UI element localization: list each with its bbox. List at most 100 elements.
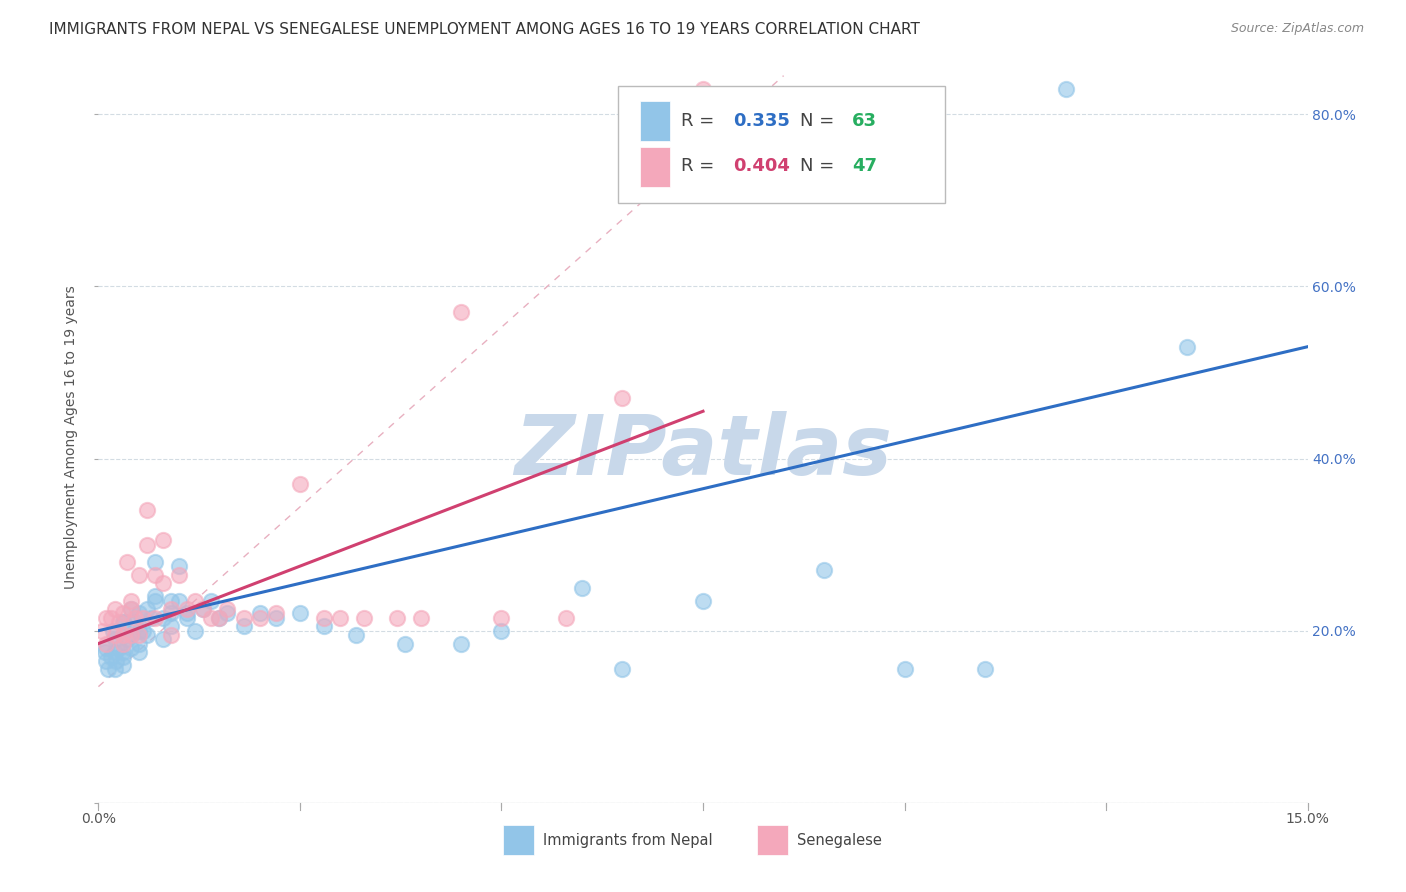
Point	[314, 611, 336, 625]
Point	[120, 593, 142, 607]
Point	[120, 602, 142, 616]
Point	[450, 637, 472, 651]
Point	[135, 538, 157, 552]
FancyBboxPatch shape	[640, 101, 671, 141]
Point	[111, 615, 134, 629]
Point	[120, 640, 142, 655]
Point	[167, 567, 190, 582]
Point	[288, 477, 311, 491]
Point	[128, 567, 150, 582]
Point	[94, 645, 117, 659]
Point	[208, 611, 231, 625]
Point	[152, 576, 174, 591]
Y-axis label: Unemployment Among Ages 16 to 19 years: Unemployment Among Ages 16 to 19 years	[65, 285, 79, 589]
Point	[103, 628, 125, 642]
Point	[111, 607, 134, 621]
Point	[100, 649, 122, 664]
Point	[184, 593, 207, 607]
Point	[107, 640, 129, 655]
Point	[491, 624, 513, 638]
Point	[232, 611, 254, 625]
Point	[491, 611, 513, 625]
Point	[139, 611, 162, 625]
Point	[394, 637, 416, 651]
Point	[96, 654, 118, 668]
Point	[112, 615, 135, 629]
Point	[135, 602, 157, 616]
FancyBboxPatch shape	[619, 86, 945, 203]
Text: N =: N =	[800, 112, 839, 130]
Point	[103, 662, 125, 676]
Point	[200, 611, 222, 625]
FancyBboxPatch shape	[503, 825, 534, 855]
Point	[1054, 81, 1077, 95]
Text: Source: ZipAtlas.com: Source: ZipAtlas.com	[1230, 22, 1364, 36]
Point	[160, 607, 183, 621]
Point	[193, 602, 215, 616]
Point	[264, 611, 287, 625]
Text: 63: 63	[852, 112, 877, 130]
Point	[450, 305, 472, 319]
Point	[120, 628, 142, 642]
Point	[1175, 340, 1198, 354]
Point	[105, 654, 128, 668]
Point	[143, 593, 166, 607]
Point	[249, 611, 271, 625]
Point	[160, 619, 183, 633]
Point	[160, 602, 183, 616]
Point	[692, 81, 714, 95]
Point	[176, 607, 198, 621]
Point	[329, 611, 352, 625]
Text: R =: R =	[682, 158, 720, 176]
Point	[217, 607, 239, 621]
Point	[314, 619, 336, 633]
Point	[288, 607, 311, 621]
Point	[115, 632, 138, 647]
Point	[974, 662, 997, 676]
Point	[167, 593, 190, 607]
Point	[184, 624, 207, 638]
Point	[200, 593, 222, 607]
Point	[143, 589, 166, 603]
Point	[264, 607, 287, 621]
Point	[232, 619, 254, 633]
Point	[555, 611, 578, 625]
Point	[132, 611, 155, 625]
Point	[128, 645, 150, 659]
Point	[612, 392, 634, 406]
Point	[160, 593, 183, 607]
Point	[160, 628, 183, 642]
Text: Immigrants from Nepal: Immigrants from Nepal	[543, 832, 713, 847]
Point	[132, 624, 155, 638]
Point	[135, 628, 157, 642]
Point	[893, 662, 915, 676]
Point	[143, 555, 166, 569]
Point	[193, 602, 215, 616]
Point	[96, 640, 118, 655]
Point	[120, 628, 142, 642]
Point	[124, 615, 146, 629]
Point	[612, 662, 634, 676]
Point	[813, 564, 835, 578]
Point	[100, 611, 122, 625]
Point	[152, 632, 174, 647]
Point	[143, 567, 166, 582]
Point	[344, 628, 367, 642]
Point	[143, 611, 166, 625]
FancyBboxPatch shape	[640, 146, 671, 187]
Point	[103, 645, 125, 659]
Point	[97, 662, 120, 676]
Point	[128, 628, 150, 642]
Text: Senegalese: Senegalese	[797, 832, 882, 847]
Point	[128, 607, 150, 621]
Point	[103, 602, 125, 616]
Point	[692, 593, 714, 607]
Point	[111, 628, 134, 642]
Point	[385, 611, 408, 625]
Text: N =: N =	[800, 158, 839, 176]
Point	[111, 649, 134, 664]
Point	[111, 658, 134, 673]
Point	[115, 555, 138, 569]
Point	[128, 637, 150, 651]
Point	[353, 611, 375, 625]
